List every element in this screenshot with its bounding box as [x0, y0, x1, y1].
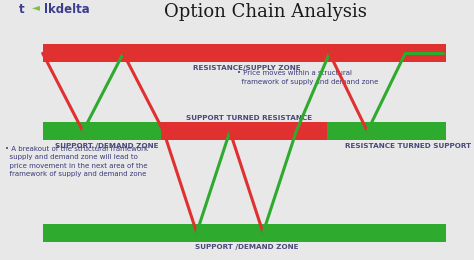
Text: SUPPORT /DEMAND ZONE: SUPPORT /DEMAND ZONE [195, 244, 298, 250]
Text: RESISTANCE/SUPPLY ZONE: RESISTANCE/SUPPLY ZONE [192, 65, 301, 71]
Text: RESISTANCE TURNED SUPPORT: RESISTANCE TURNED SUPPORT [345, 143, 471, 149]
Text: • A breakout of the structural framework
  supply and demand zone will lead to
 : • A breakout of the structural framework… [5, 146, 148, 177]
Text: • Price moves within a structural
  framework of supply and demand zone: • Price moves within a structural framew… [237, 70, 378, 85]
Bar [43, 122, 446, 140]
Bar [43, 224, 446, 242]
Text: t: t [19, 3, 25, 16]
Bar [161, 122, 327, 140]
Text: Option Chain Analysis: Option Chain Analysis [164, 3, 367, 21]
Text: SUPPORT /DEMAND ZONE: SUPPORT /DEMAND ZONE [55, 143, 158, 149]
Text: ◄: ◄ [32, 3, 40, 12]
Bar [43, 44, 446, 62]
Text: SUPPORT TURNED RESISTANCE: SUPPORT TURNED RESISTANCE [186, 115, 312, 121]
Text: lkdelta: lkdelta [44, 3, 90, 16]
